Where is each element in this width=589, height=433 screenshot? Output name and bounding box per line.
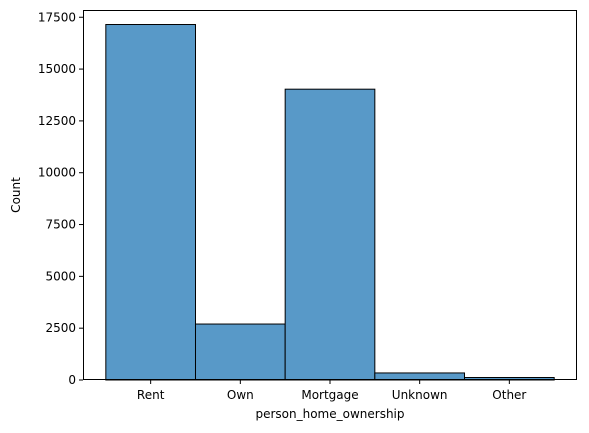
y-tick-label: 2500 [45, 321, 76, 335]
y-tick-label: 7500 [45, 218, 76, 232]
x-tick-label: Unknown [392, 388, 448, 402]
x-tick-label: Rent [137, 388, 165, 402]
bar-rent [105, 24, 196, 381]
bar-own [194, 323, 286, 381]
y-tick-label: 17500 [38, 10, 76, 24]
y-tick-label: 15000 [38, 62, 76, 76]
y-tick-label: 12500 [38, 114, 76, 128]
bars-group [105, 24, 555, 381]
y-tick-label: 0 [68, 373, 76, 387]
x-axis: Rent Own Mortgage Unknown Other [137, 380, 526, 402]
plot-frame [83, 10, 577, 380]
y-tick-label: 5000 [45, 269, 76, 283]
bar-mortgage [284, 88, 376, 381]
x-tick-label: Mortgage [301, 388, 358, 402]
y-axis: 0 2500 5000 7500 10000 12500 15000 17500 [38, 10, 83, 387]
x-tick-label: Own [227, 388, 254, 402]
bar-unknown [374, 372, 466, 381]
y-tick-label: 10000 [38, 166, 76, 180]
y-axis-label: Count [9, 177, 23, 213]
x-axis-label: person_home_ownership [255, 407, 404, 421]
x-tick-label: Other [492, 388, 526, 402]
